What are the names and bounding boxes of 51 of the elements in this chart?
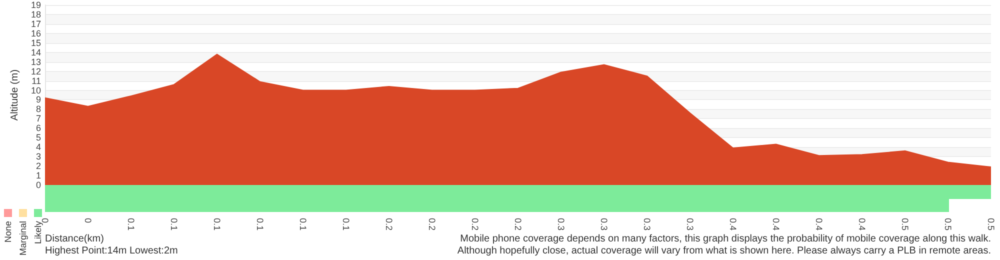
y-tick-label: 16 (30, 28, 41, 38)
y-axis-title: Altitude (m) (10, 69, 21, 121)
x-tick-label: 0.4 (728, 218, 738, 231)
y-tick-label: 0 (36, 180, 41, 190)
x-tick-label: 0 (40, 218, 50, 224)
y-tick-label: 12 (30, 66, 41, 76)
x-tick-label: 0.3 (599, 218, 609, 231)
x-tick-label: 0.5 (900, 218, 910, 231)
x-tick-label: 0.1 (255, 218, 265, 231)
x-tick-label: 0.1 (169, 218, 179, 231)
y-tick-label: 11 (32, 76, 41, 86)
x-tick-label: 0.3 (556, 218, 566, 231)
y-tick-label: 9 (36, 94, 41, 105)
y-tick-label: 4 (36, 142, 41, 152)
x-tick-label: 0.2 (513, 218, 523, 231)
x-tick-label: 0.1 (126, 218, 136, 231)
x-tick-label: 0.1 (212, 218, 222, 231)
y-tick-label: 1 (36, 170, 41, 181)
x-tick-label: 0.4 (771, 218, 781, 231)
x-tick-label: 0.5 (943, 218, 953, 231)
y-tick-label: 8 (36, 104, 41, 114)
y-tick-label: 3 (36, 152, 41, 162)
text: None (3, 221, 13, 243)
x-axis-title: Distance(km) (45, 234, 104, 244)
text: Although hopefully close, actual coverage will vary from what is shown here. Please always carry a PLB in remote areas. (457, 246, 992, 256)
y-tick-label: 6 (36, 123, 41, 134)
text: Marginal (18, 221, 28, 256)
x-tick-label: 0.3 (642, 218, 652, 231)
y-tick-label: 2 (36, 161, 41, 172)
y-tick-label: 7 (36, 114, 41, 124)
text: Mobile phone coverage depends on many factors, this graph displays the probability of mobile coverage along this walk. (460, 234, 992, 244)
x-tick-label: 0.4 (814, 218, 824, 231)
x-tick-label: 0.2 (470, 218, 480, 231)
x-tick-label: 0.2 (427, 218, 437, 231)
x-tick-label: 0.1 (298, 218, 308, 231)
y-tick-label: 18 (30, 9, 41, 20)
y-tick-label: 19 (30, 0, 41, 10)
y-tick-label: 15 (30, 38, 41, 48)
text: Highest Point:14m Lowest:2m (45, 246, 178, 256)
y-tick-label: 14 (30, 47, 41, 58)
x-tick-label: 0.5 (986, 218, 996, 231)
x-tick-label: 0.1 (341, 218, 351, 231)
text: Likely (33, 220, 43, 244)
x-tick-label: 0.4 (857, 218, 867, 231)
y-tick-label: 13 (30, 56, 41, 67)
x-tick-label: 0.2 (384, 218, 394, 231)
y-tick-label: 17 (30, 18, 41, 29)
x-tick-label: 0.3 (685, 218, 695, 231)
y-tick-label: 5 (36, 132, 41, 143)
x-tick-label: 0 (83, 218, 93, 224)
y-tick-label: 10 (30, 85, 41, 96)
